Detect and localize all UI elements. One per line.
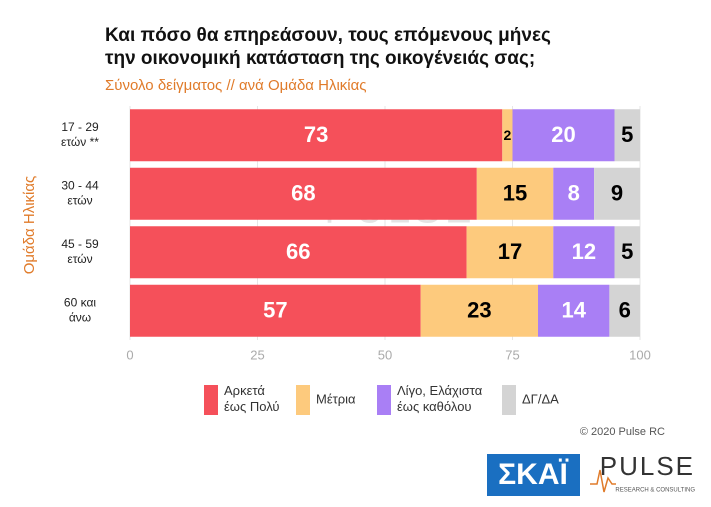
bar-segment [512,109,615,162]
legend-label: Αρκετά έως Πολύ [224,383,280,414]
data-label: 5 [621,239,633,264]
data-label: 17 [498,239,522,264]
x-tick-label: 100 [629,347,651,362]
data-label: 57 [263,298,287,323]
legend-swatch [204,385,218,415]
bar-segment [466,226,554,279]
legend-label: Λίγο, Ελάχιστα έως καθόλου [397,383,483,414]
data-label: 6 [619,298,631,323]
data-label: 9 [611,181,623,206]
x-tick-label: 0 [126,347,133,362]
bar-segment [130,167,477,220]
y-tick-label: 17 - 29 ετών ** [61,120,99,149]
pulse-logo-icon [590,469,616,493]
data-label: 68 [291,181,315,206]
y-axis-label: Ομάδα Ηλικίας [21,176,38,275]
bar-segment [130,284,421,337]
chart-title: Και πόσο θα επηρεάσουν, τους επόμενους μ… [105,25,551,69]
bar-segment [553,167,595,220]
data-label: 14 [561,298,586,323]
bar-segment [614,109,640,162]
bar-segment [614,226,640,279]
bar-segment [476,167,554,220]
x-tick-label: 25 [250,347,264,362]
data-label: 5 [621,122,633,147]
credit: © 2020 Pulse RC [580,426,665,438]
bar-segment [420,284,538,337]
legend-swatch [377,385,391,415]
skai-logo-box [487,454,580,496]
data-label: 20 [551,122,575,147]
bar-segment [130,226,467,279]
bar-segment [609,284,640,337]
legend-label: Μέτρια [316,391,356,406]
x-tick-label: 75 [505,347,519,362]
data-label: 12 [572,239,596,264]
pulse-logo-tagline: RESEARCH & CONSULTING [615,488,695,494]
x-tick-label: 50 [378,347,392,362]
bar-segment [538,284,610,337]
y-tick-label: 45 - 59 ετών [61,237,99,266]
y-tick-label: 30 - 44 ετών [61,178,99,207]
skai-logo: ΣΚΑΪ [498,458,568,491]
data-label: 73 [304,122,328,147]
legend-label: ΔΓ/ΔΑ [522,391,559,406]
bar-segment [130,109,503,162]
y-tick-label: 60 και άνω [64,295,96,324]
legend-swatch [296,385,310,415]
legend-swatch [502,385,516,415]
chart-subtitle: Σύνολο δείγματος // ανά Ομάδα Ηλικίας [105,77,367,94]
bar-segment [553,226,615,279]
bar-segment [502,109,513,162]
data-label: 66 [286,239,310,264]
pulse-logo: PULSE [600,451,695,481]
data-label: 8 [568,181,580,206]
data-label: 23 [467,298,491,323]
bar-segment [594,167,640,220]
data-label: 2 [504,127,512,143]
data-label: 15 [503,181,527,206]
